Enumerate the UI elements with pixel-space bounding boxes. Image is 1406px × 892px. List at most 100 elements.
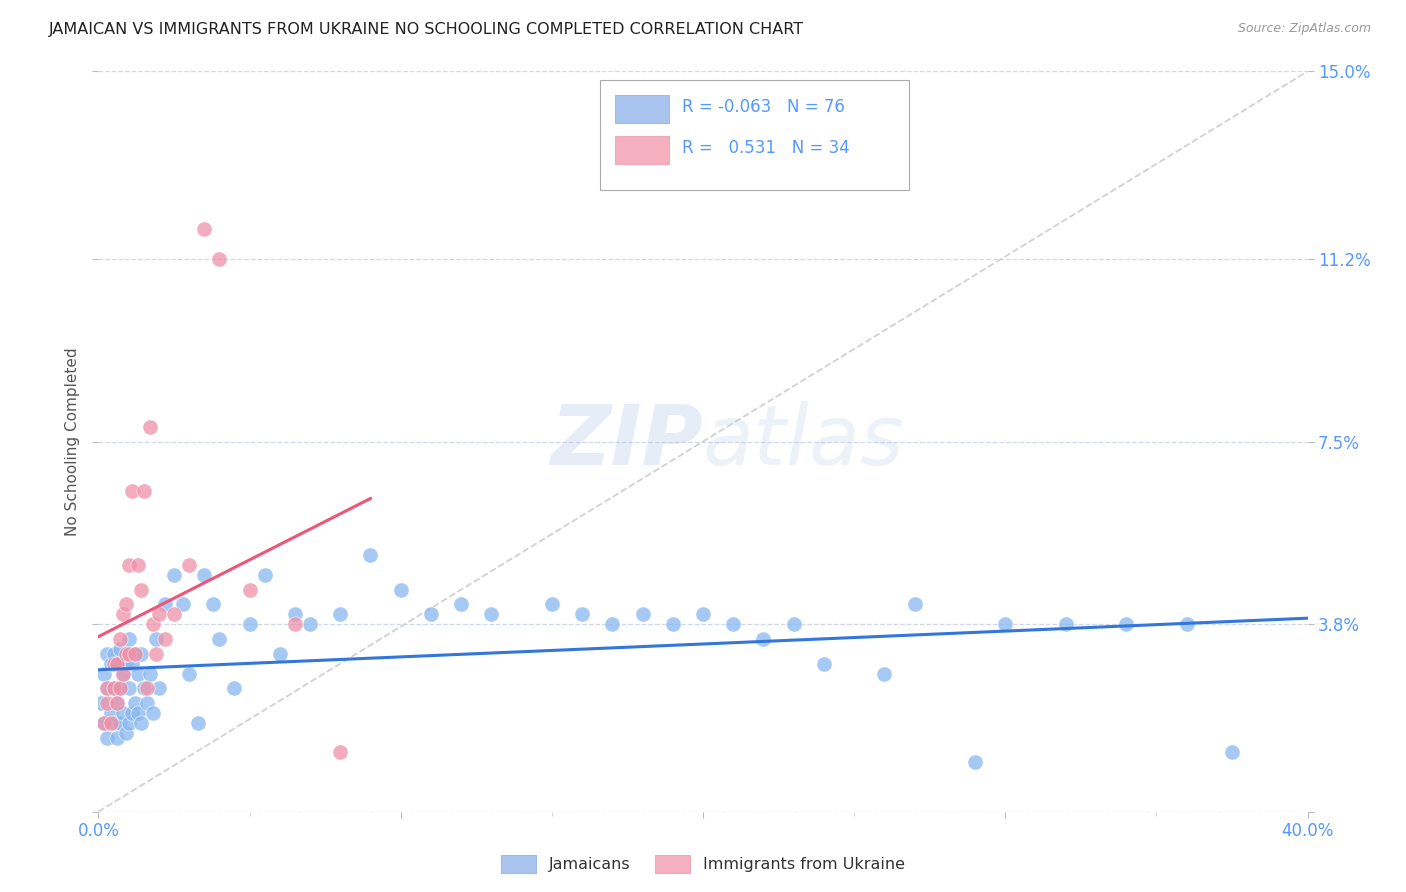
Point xyxy=(329,607,352,622)
Point xyxy=(121,483,143,498)
Point xyxy=(108,715,131,730)
Point xyxy=(121,657,143,671)
Point xyxy=(389,582,412,597)
Point xyxy=(132,681,155,696)
Point xyxy=(813,657,835,671)
Point xyxy=(108,632,131,646)
Point xyxy=(135,696,157,710)
Point xyxy=(118,715,141,730)
Point xyxy=(148,607,170,622)
Point xyxy=(108,681,131,696)
Point xyxy=(135,681,157,696)
Point xyxy=(1220,746,1243,760)
Point xyxy=(124,647,146,661)
Point xyxy=(420,607,443,622)
Point xyxy=(100,715,122,730)
Point xyxy=(127,706,149,720)
Point xyxy=(661,617,683,632)
Point xyxy=(103,681,125,696)
Point xyxy=(179,666,201,681)
Point xyxy=(284,607,307,622)
Point xyxy=(100,706,122,720)
Point xyxy=(224,681,246,696)
Point xyxy=(124,696,146,710)
Point xyxy=(114,657,136,671)
Text: R = -0.063   N = 76: R = -0.063 N = 76 xyxy=(682,98,845,116)
Point xyxy=(132,483,155,498)
Point xyxy=(114,647,136,661)
Point xyxy=(752,632,775,646)
Y-axis label: No Schooling Completed: No Schooling Completed xyxy=(65,347,80,536)
Point xyxy=(208,632,231,646)
Point xyxy=(187,715,209,730)
Bar xyxy=(614,95,669,123)
Point xyxy=(239,617,262,632)
Point xyxy=(208,252,231,266)
Point xyxy=(329,746,352,760)
Point xyxy=(142,706,165,720)
Point xyxy=(111,666,134,681)
Point xyxy=(145,647,167,661)
Point xyxy=(124,647,146,661)
Point xyxy=(163,567,186,582)
Point xyxy=(129,715,152,730)
Point xyxy=(994,617,1017,632)
Point xyxy=(114,598,136,612)
Text: JAMAICAN VS IMMIGRANTS FROM UKRAINE NO SCHOOLING COMPLETED CORRELATION CHART: JAMAICAN VS IMMIGRANTS FROM UKRAINE NO S… xyxy=(49,22,804,37)
Text: atlas: atlas xyxy=(703,401,904,482)
Point xyxy=(450,598,472,612)
Point xyxy=(299,617,322,632)
Point xyxy=(1115,617,1137,632)
Point xyxy=(481,607,503,622)
Point xyxy=(139,666,162,681)
Point xyxy=(360,548,382,562)
Text: ZIP: ZIP xyxy=(550,401,703,482)
Point xyxy=(571,607,593,622)
Point xyxy=(269,647,291,661)
Point xyxy=(193,567,215,582)
Point xyxy=(153,632,176,646)
Point xyxy=(105,657,128,671)
Point xyxy=(193,222,215,236)
Point xyxy=(965,756,987,770)
Point xyxy=(108,681,131,696)
Point xyxy=(93,715,115,730)
Point xyxy=(105,731,128,745)
FancyBboxPatch shape xyxy=(600,80,908,190)
Point xyxy=(103,657,125,671)
Point xyxy=(139,419,162,434)
Point xyxy=(96,681,118,696)
Point xyxy=(129,582,152,597)
Point xyxy=(602,617,624,632)
Point xyxy=(284,617,307,632)
Point xyxy=(111,607,134,622)
Point xyxy=(103,715,125,730)
Point xyxy=(172,598,194,612)
Point xyxy=(631,607,654,622)
Point xyxy=(142,617,165,632)
Point xyxy=(111,666,134,681)
Point xyxy=(179,558,201,572)
Point xyxy=(121,706,143,720)
Point xyxy=(96,731,118,745)
Point xyxy=(118,647,141,661)
Point xyxy=(93,715,115,730)
Point xyxy=(100,657,122,671)
Point xyxy=(96,647,118,661)
Point xyxy=(1054,617,1077,632)
Bar xyxy=(614,136,669,164)
Point xyxy=(105,696,128,710)
Text: R =   0.531   N = 34: R = 0.531 N = 34 xyxy=(682,138,851,157)
Point xyxy=(692,607,714,622)
Point xyxy=(105,696,128,710)
Point xyxy=(127,558,149,572)
Point xyxy=(103,681,125,696)
Point xyxy=(103,647,125,661)
Point xyxy=(904,598,927,612)
Point xyxy=(723,617,745,632)
Point xyxy=(96,696,118,710)
Point xyxy=(540,598,562,612)
Point xyxy=(163,607,186,622)
Point xyxy=(153,598,176,612)
Point xyxy=(127,666,149,681)
